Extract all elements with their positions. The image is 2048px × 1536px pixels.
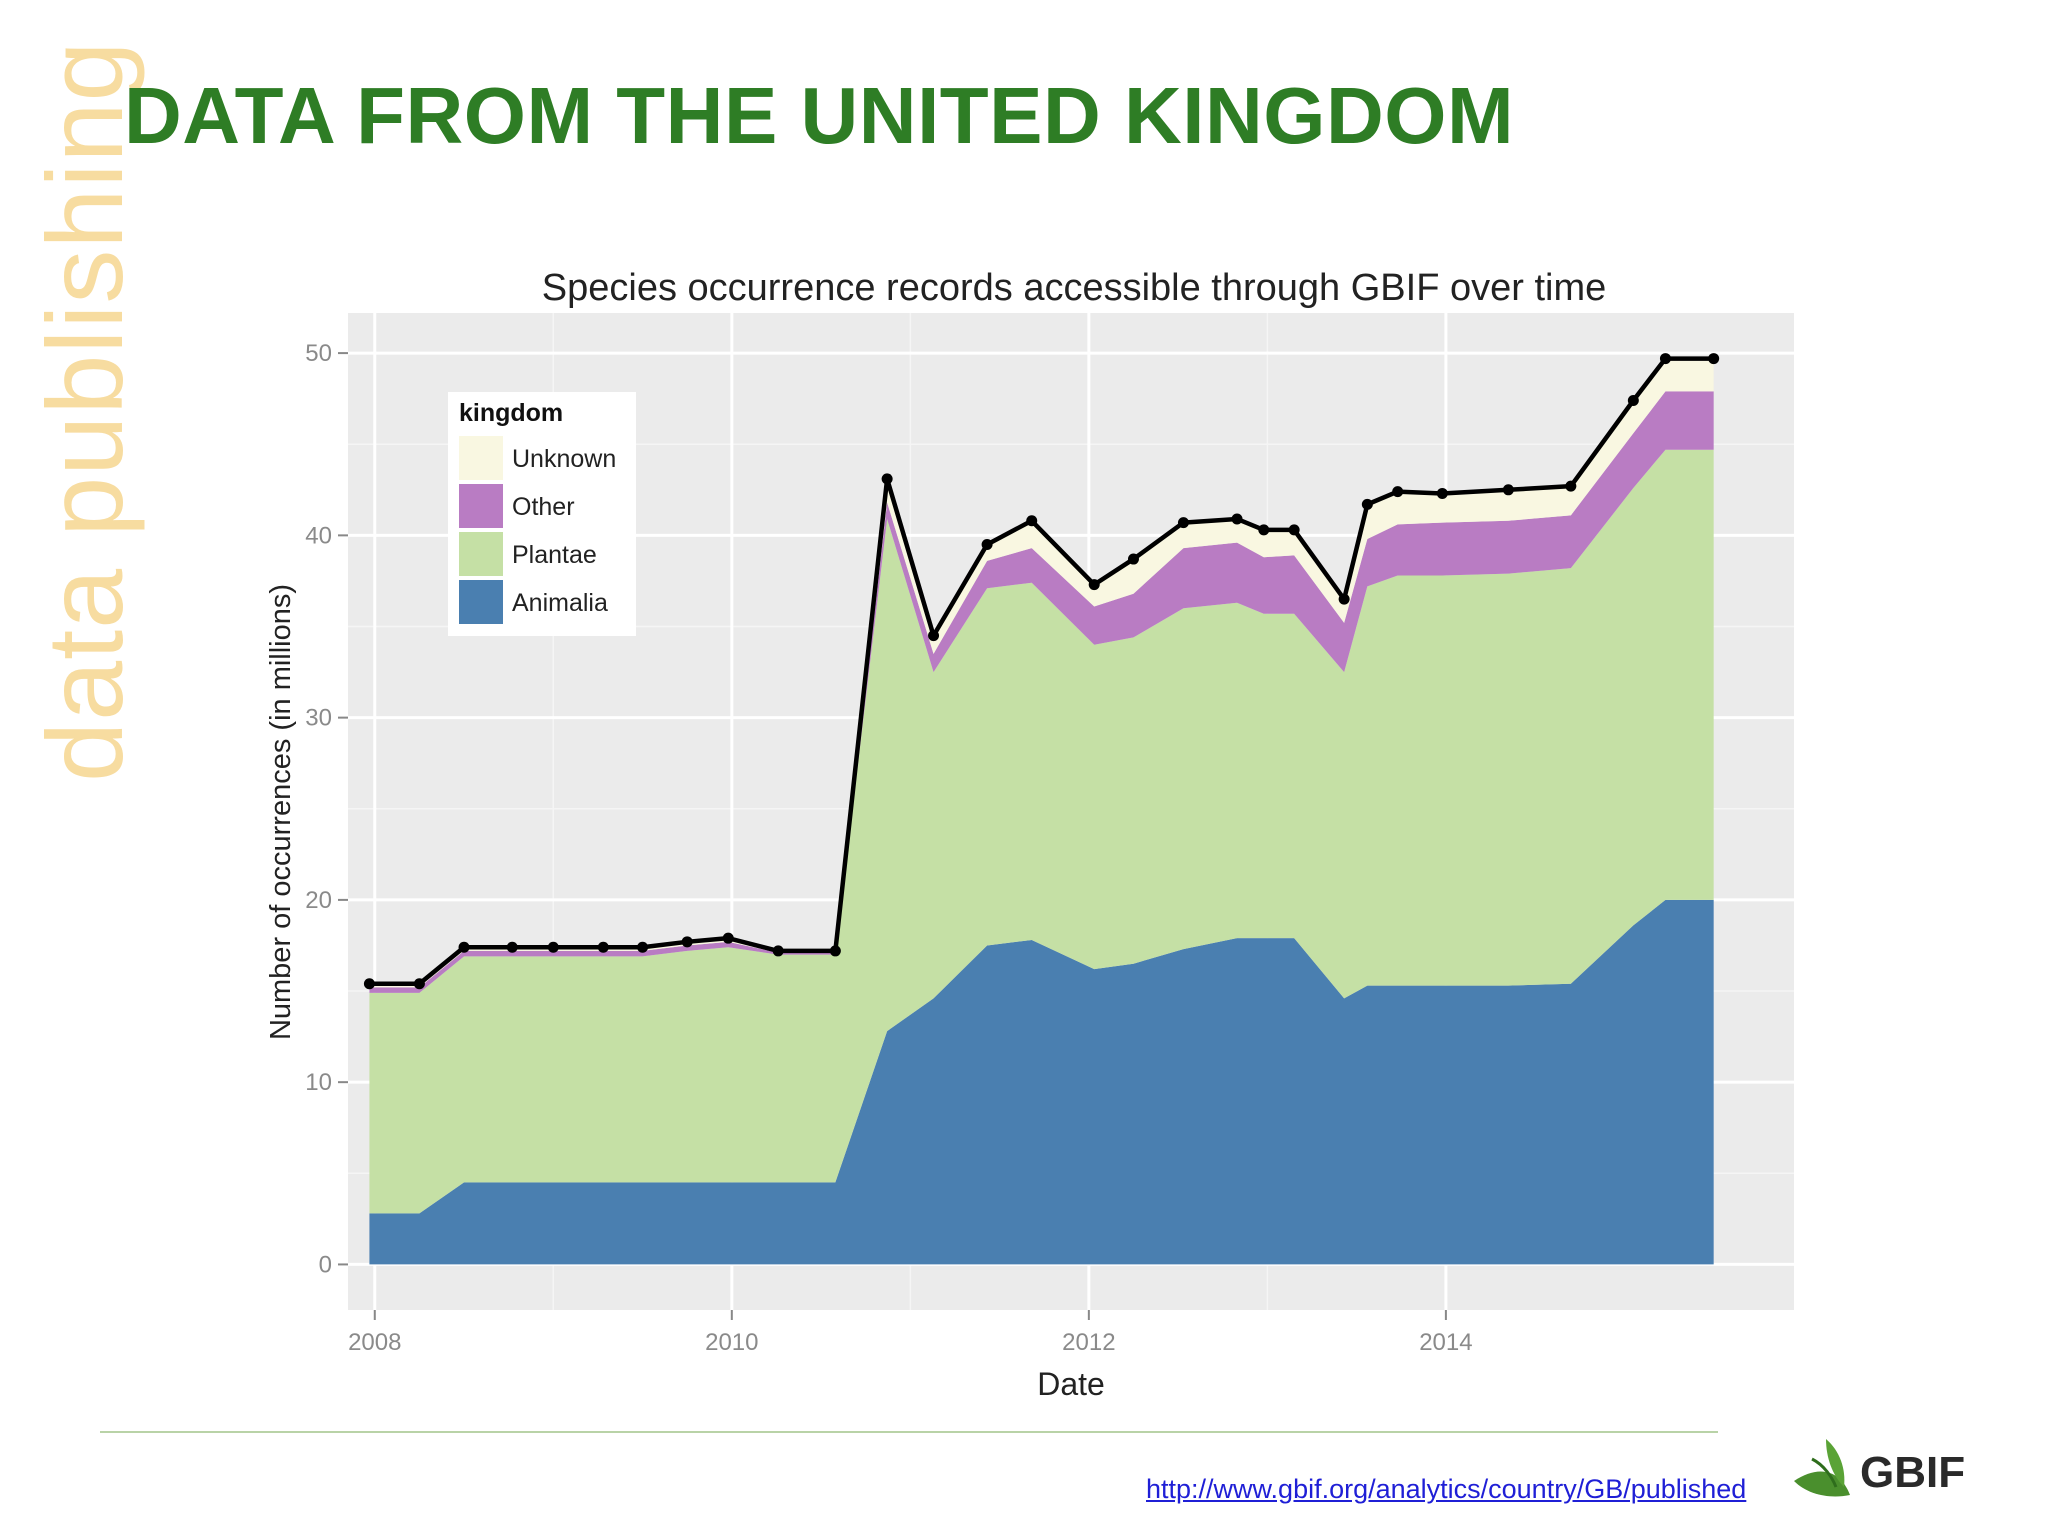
total-line [363,353,1720,990]
total-point [881,473,893,485]
legend-swatch-animalia [459,580,503,624]
y-tick-label: 40 [305,522,332,549]
area-unknown [369,358,1714,988]
total-point [1392,486,1404,498]
gbif-logo: GBIF [1794,1439,1965,1497]
total-point [1258,524,1270,536]
total-point [1338,593,1350,605]
total-point [413,978,425,990]
total-line-path [369,356,1714,986]
y-tick-label: 20 [305,887,332,914]
total-point [597,941,609,953]
total-point [928,630,940,642]
total-point [506,941,518,953]
total-point [722,932,734,944]
total-point [458,941,470,953]
legend: kingdom Unknown Other Plantae Animalia [448,392,636,636]
total-point [547,941,559,953]
area-plantae [369,449,1714,1214]
legend-swatch-unknown [459,436,503,480]
total-point [1127,553,1139,565]
legend-label-animalia: Animalia [512,589,608,617]
total-point [1565,480,1577,492]
total-point [1026,515,1038,527]
total-point [1088,579,1100,591]
gbif-wordmark: GBIF [1860,1448,1965,1497]
total-point [1659,353,1671,365]
x-tick-label: 2012 [1062,1329,1115,1356]
total-point [681,936,693,948]
stacked-areas [369,358,1714,1265]
y-tick-label: 10 [305,1069,332,1096]
total-point [1177,517,1189,529]
x-tick-label: 2014 [1419,1329,1472,1356]
total-point [363,978,375,990]
legend-swatch-other [459,484,503,528]
chart-title: Species occurrence records accessible th… [542,267,1606,309]
y-tick-label: 0 [319,1251,332,1278]
total-point [829,945,841,957]
total-point [1436,487,1448,499]
legend-label-other: Other [512,493,575,521]
x-axis-label: Date [1037,1366,1105,1402]
legend-label-plantae: Plantae [512,541,597,569]
source-link[interactable]: http://www.gbif.org/analytics/country/GB… [1146,1474,1747,1504]
slide-title: DATA FROM THE UNITED KINGDOM [124,71,1515,160]
y-tick-label: 30 [305,705,332,732]
y-tick-label: 50 [305,340,332,367]
x-axis-ticks: 2008 2010 2012 2014 [348,1310,1473,1356]
total-point [1627,394,1639,406]
legend-title: kingdom [459,399,563,427]
area-other [369,391,1714,993]
total-point [1502,484,1514,496]
legend-swatch-plantae [459,532,503,576]
total-point [772,945,784,957]
total-point [1288,524,1300,536]
y-axis-label: Number of occurrences (in millions) [265,584,297,1040]
total-point [637,941,649,953]
y-axis-ticks: 0 10 20 30 40 50 [305,340,348,1278]
leaf-icon [1794,1439,1850,1497]
footer-divider [100,1431,1718,1433]
total-point [1231,513,1243,525]
legend-label-unknown: Unknown [512,445,616,473]
total-point [981,538,993,550]
chart: Species occurrence records accessible th… [265,267,1794,1402]
x-tick-label: 2008 [348,1329,401,1356]
total-point [1361,498,1373,510]
total-point [1708,353,1720,365]
area-animalia [369,899,1714,1265]
x-tick-label: 2010 [705,1329,758,1356]
